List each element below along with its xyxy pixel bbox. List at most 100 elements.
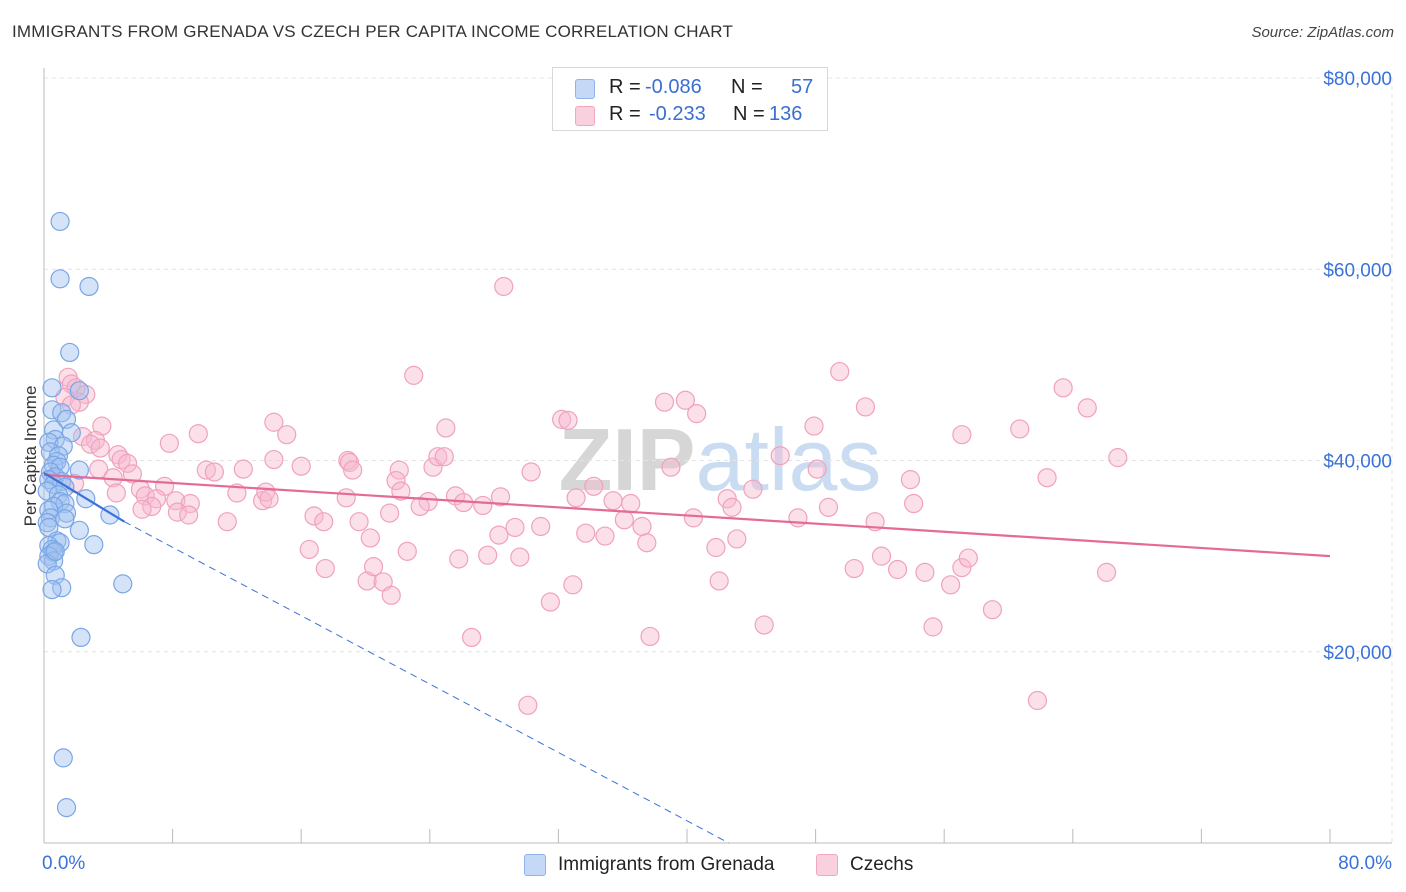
legend-swatch-czechs: [816, 854, 838, 876]
data-point-czechs: [449, 549, 469, 569]
trend-lines: [43, 471, 1331, 844]
y-tick-label: $40,000: [1323, 452, 1392, 473]
data-point-czechs: [1077, 398, 1097, 418]
data-point-czechs: [360, 528, 380, 548]
data-point-czechs: [637, 533, 657, 553]
legend-swatch-grenada: [524, 854, 546, 876]
data-point-czechs: [603, 491, 623, 511]
data-point-czechs: [132, 499, 152, 519]
data-point-czechs: [380, 503, 400, 523]
data-point-czechs: [584, 476, 604, 496]
data-point-czechs: [304, 506, 324, 526]
data-point-czechs: [855, 397, 876, 417]
data-point-czechs: [687, 404, 707, 424]
data-point-czechs: [264, 412, 284, 432]
data-point-czechs: [871, 546, 892, 566]
data-point-czechs: [291, 456, 311, 476]
trend-line-czechs: [43, 473, 1331, 558]
data-point-grenada: [50, 269, 70, 289]
legend-swatch-czechs: [575, 106, 595, 126]
n-label: N =: [731, 76, 763, 98]
data-point-czechs: [621, 493, 641, 514]
data-point-czechs: [614, 510, 634, 530]
data-point-czechs: [900, 470, 921, 490]
y-tick-label: $60,000: [1323, 260, 1392, 281]
data-point-czechs: [122, 464, 143, 484]
data-point-grenada: [69, 381, 89, 401]
x-tick-labels: 0.0% 80.0%: [42, 853, 1392, 874]
data-point-czechs: [357, 571, 377, 591]
data-point-czechs: [315, 558, 335, 579]
data-point-grenada: [55, 493, 75, 514]
data-point-czechs: [727, 529, 747, 549]
data-point-czechs: [818, 497, 839, 517]
data-point-czechs: [640, 626, 660, 647]
data-point-czechs: [788, 508, 808, 528]
trend-line-grenada-extension: [124, 521, 730, 844]
data-point-czechs: [188, 424, 208, 444]
data-point-czechs: [709, 571, 729, 591]
data-point-czechs: [804, 416, 824, 436]
data-point-grenada: [56, 798, 77, 818]
y-tick-labels: $20,000 $40,000 $60,000 $80,000: [1323, 69, 1392, 664]
data-point-czechs: [363, 557, 384, 577]
data-point-czechs: [299, 539, 319, 560]
data-point-czechs: [563, 575, 583, 595]
data-point-czechs: [941, 575, 961, 595]
data-point-grenada: [113, 574, 133, 594]
data-point-czechs: [397, 541, 417, 561]
data-point-grenada: [55, 509, 75, 529]
data-point-czechs: [654, 392, 675, 412]
data-point-czechs: [1096, 562, 1117, 582]
data-point-czechs: [204, 462, 224, 482]
data-point-czechs: [92, 416, 112, 436]
data-point-czechs: [844, 558, 864, 579]
data-point-czechs: [595, 526, 615, 546]
data-point-czechs: [259, 489, 279, 509]
data-point-czechs: [683, 508, 704, 528]
data-point-czechs: [531, 516, 551, 537]
data-point-czechs: [754, 615, 774, 635]
x-tick-label: 0.0%: [42, 853, 85, 874]
r-label: R =: [609, 103, 641, 125]
y-tick-label: $80,000: [1323, 69, 1392, 90]
data-point-czechs: [807, 459, 827, 479]
data-point-czechs: [343, 460, 363, 480]
data-point-czechs: [490, 487, 511, 507]
data-point-czechs: [706, 537, 726, 558]
data-point-czechs: [887, 559, 908, 580]
correlation-legend: R = -0.086 N = 57 R = -0.233 N = 136: [552, 67, 828, 131]
data-point-grenada: [42, 378, 62, 398]
axes: [43, 68, 1392, 844]
data-point-grenada: [69, 520, 89, 540]
data-point-czechs: [277, 425, 297, 445]
data-point-czechs: [743, 479, 763, 499]
data-point-czechs: [923, 617, 943, 637]
y-tick-label: $20,000: [1323, 643, 1392, 664]
data-point-czechs: [461, 627, 482, 648]
data-point-grenada: [42, 579, 62, 600]
data-point-czechs: [494, 276, 514, 297]
data-point-czechs: [552, 409, 572, 429]
data-point-czechs: [381, 585, 401, 605]
data-point-grenada: [84, 535, 104, 555]
data-point-czechs: [72, 426, 93, 447]
data-point-czechs: [314, 512, 334, 532]
data-point-czechs: [478, 545, 498, 565]
legend-swatch-grenada: [575, 79, 595, 99]
data-point-czechs: [982, 600, 1003, 620]
data-point-czechs: [958, 548, 978, 568]
data-point-czechs: [349, 512, 369, 532]
series-grenada: [37, 211, 133, 818]
n-value: 57: [791, 76, 814, 98]
data-point-czechs: [566, 488, 586, 508]
trend-line-grenada: [43, 471, 125, 523]
data-point-czechs: [722, 497, 742, 517]
data-point-czechs: [558, 410, 578, 430]
data-point-czechs: [518, 695, 538, 715]
data-point-czechs: [915, 562, 935, 582]
data-point-czechs: [510, 547, 530, 567]
data-point-czechs: [436, 418, 456, 438]
data-point-czechs: [81, 434, 101, 454]
